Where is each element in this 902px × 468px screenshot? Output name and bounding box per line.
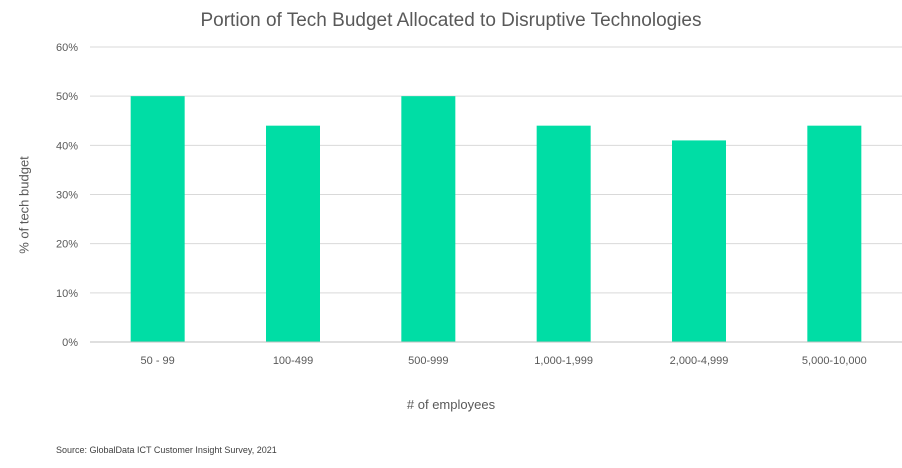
bar [807,125,862,343]
y-tick-label: 60% [56,42,78,54]
bar [266,125,320,343]
bar [536,125,591,343]
y-tick-label: 0% [62,337,78,349]
x-tick-label: 50 - 99 [141,355,175,367]
x-tick-label: 1,000-1,999 [534,355,593,367]
x-tick-label: 100-499 [273,355,313,367]
bar [401,96,456,343]
y-tick-label: 10% [56,288,78,300]
y-tick-label: 20% [56,239,78,251]
y-tick-label: 40% [56,140,78,152]
x-tick-label: 5,000-10,000 [802,355,867,367]
x-tick-label: 500-999 [408,355,448,367]
bar [672,140,726,342]
y-tick-label: 30% [56,190,78,202]
y-tick-label: 50% [56,91,78,103]
x-axis-label: # of employees [406,397,496,412]
bar [130,96,185,343]
source-note: Source: GlobalData ICT Customer Insight … [56,445,277,455]
x-tick-label: 2,000-4,999 [670,355,729,367]
chart-title: Portion of Tech Budget Allocated to Disr… [200,10,702,31]
